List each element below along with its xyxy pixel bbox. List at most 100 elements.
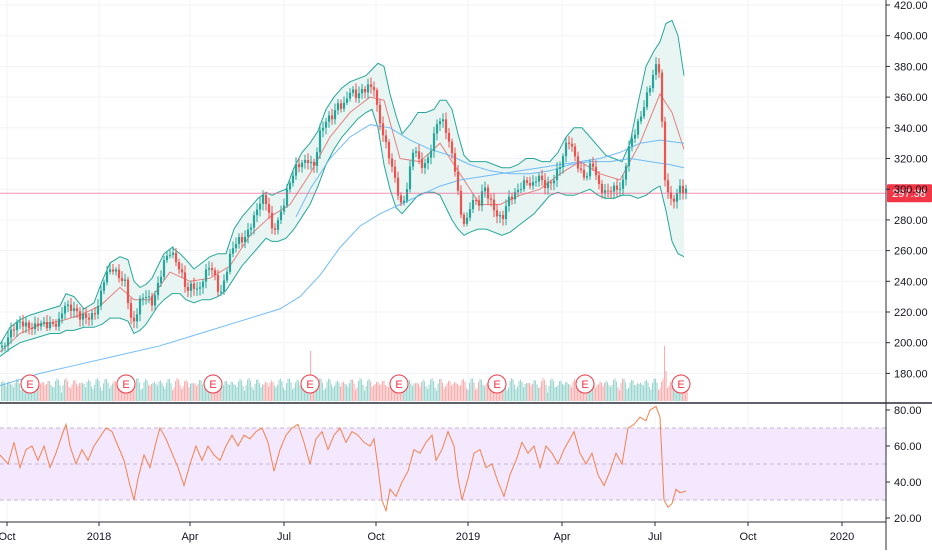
volume-bar <box>37 387 39 401</box>
candle-body <box>237 237 241 244</box>
volume-bar <box>256 379 258 401</box>
volume-bar <box>262 384 264 401</box>
candle-body <box>282 205 286 212</box>
volume-bar <box>247 379 249 401</box>
candle-body <box>540 175 544 180</box>
volume-bar <box>100 387 102 401</box>
volume-bar <box>410 383 412 401</box>
volume-bar <box>227 384 229 401</box>
volume-bar <box>604 382 606 401</box>
volume-bar <box>488 381 490 401</box>
volume-bar <box>466 388 468 401</box>
earnings-marker-label: E <box>395 379 402 391</box>
candle-body <box>573 146 577 157</box>
volume-bar <box>625 382 627 401</box>
candle-body <box>312 161 316 166</box>
volume-bar <box>370 381 372 401</box>
volume-bar <box>298 380 300 401</box>
volume-bar <box>491 385 493 401</box>
candle-body <box>432 133 436 152</box>
candle-body <box>582 169 586 178</box>
candle-body <box>108 269 112 272</box>
volume-bar <box>509 381 511 401</box>
volume-bar <box>64 379 66 401</box>
volume-bar <box>587 390 589 401</box>
candle-body <box>174 252 178 263</box>
volume-bar <box>107 382 109 401</box>
volume-bar <box>578 390 580 401</box>
candle-body <box>396 177 400 196</box>
volume-bar <box>110 385 112 401</box>
volume-bar <box>635 385 637 401</box>
candle-body <box>453 153 457 172</box>
volume-bar <box>422 379 424 401</box>
volume-bar <box>47 380 49 401</box>
rsi-tick-label: 60.00 <box>894 441 922 453</box>
volume-bar <box>334 385 336 401</box>
candle-body <box>507 196 511 206</box>
candle-body <box>528 182 532 186</box>
candle-body <box>69 304 73 311</box>
candle-body <box>543 179 547 189</box>
candle-body <box>498 215 502 217</box>
volume-bar <box>599 381 601 401</box>
candle-body <box>375 90 379 105</box>
candle-body <box>672 198 676 202</box>
volume-bar <box>283 387 285 401</box>
volume-bar <box>554 386 556 401</box>
candle-body <box>519 189 523 191</box>
volume-bar <box>326 381 328 401</box>
volume-bar <box>161 383 163 401</box>
volume-bar <box>101 390 103 401</box>
time-tick-label: 2018 <box>87 531 111 543</box>
volume-bar <box>472 378 474 401</box>
candle-body <box>15 322 19 331</box>
volume-bar <box>179 384 181 401</box>
volume-bar <box>608 385 610 401</box>
volume-bar <box>550 380 552 401</box>
candle-body <box>588 163 592 177</box>
candle-body <box>675 193 679 202</box>
candle-body <box>225 271 229 281</box>
candle-body <box>345 98 349 103</box>
volume-bar <box>404 388 406 401</box>
volume-bar <box>257 379 259 401</box>
candle-body <box>654 64 658 75</box>
volume-bar <box>667 387 669 401</box>
volume-bar <box>329 379 331 401</box>
volume-bar <box>470 378 472 401</box>
candle-body <box>114 269 118 272</box>
candle-body <box>330 115 334 120</box>
volume-bar <box>620 383 622 401</box>
volume-bar <box>544 379 546 401</box>
volume-bar <box>343 381 345 401</box>
volume-bar <box>650 389 652 401</box>
volume-bar <box>644 381 646 401</box>
candle-body <box>492 199 496 211</box>
volume-bar <box>116 385 118 401</box>
candle-body <box>240 237 244 243</box>
volume-bar <box>646 379 648 401</box>
candle-body <box>198 287 202 289</box>
volume-bar <box>139 382 141 401</box>
volume-bar <box>403 386 405 401</box>
candle-body <box>645 92 649 108</box>
candle-body <box>678 185 682 194</box>
candle-body <box>120 278 124 281</box>
candle-body <box>618 188 622 190</box>
volume-bar <box>254 383 256 401</box>
candle-body <box>546 182 550 189</box>
volume-bar <box>49 381 51 401</box>
volume-bar <box>301 384 303 401</box>
volume-bar <box>580 385 582 401</box>
candle-body <box>165 255 169 261</box>
volume-bar <box>431 378 433 401</box>
volume-bar <box>134 382 136 401</box>
candle-body <box>534 181 538 183</box>
volume-bar <box>469 382 471 401</box>
candle-body <box>456 171 460 191</box>
candle-body <box>138 298 142 315</box>
volume-bar <box>506 390 508 401</box>
current-price-label: 297.38 <box>892 188 926 200</box>
